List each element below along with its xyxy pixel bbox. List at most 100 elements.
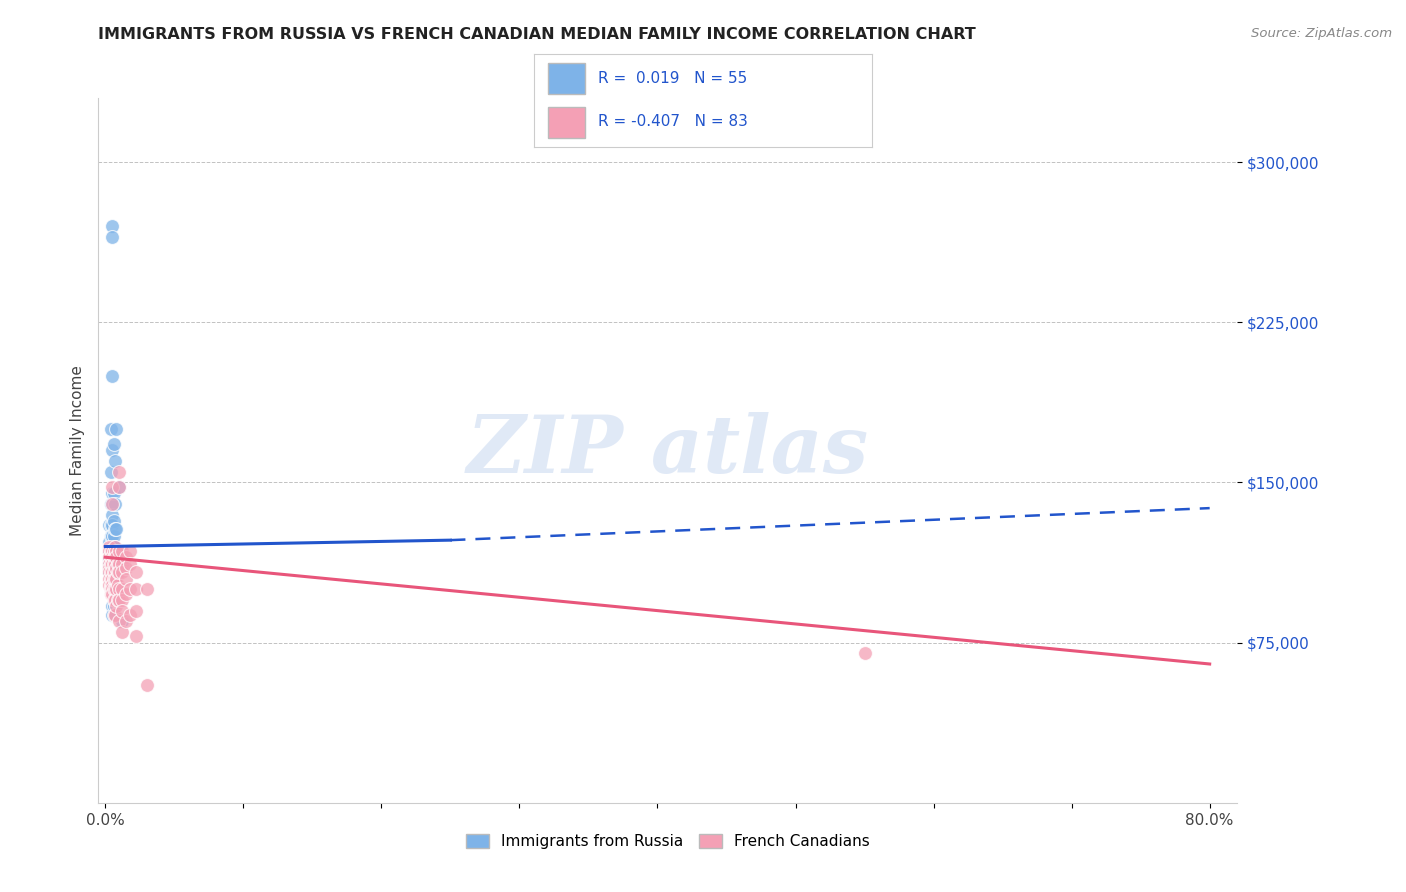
Point [101,557,124,571]
Point [120,544,142,558]
Point [103,572,125,586]
Point [100,565,122,579]
Point [125,604,148,618]
Point [98,561,121,575]
Point [100,572,122,586]
Point [101,540,124,554]
Point [107,593,129,607]
Point [101,586,124,600]
Point [101,529,124,543]
Point [105,422,128,436]
Point [98,557,121,571]
Point [125,582,148,597]
FancyBboxPatch shape [548,107,585,138]
Point [104,565,127,579]
Point [101,565,124,579]
Point [108,565,131,579]
Point [108,557,131,571]
Point [111,593,134,607]
Point [120,607,142,622]
Point [111,557,134,571]
Point [125,629,148,643]
Point [115,615,138,629]
Point [101,578,124,592]
Point [115,550,138,565]
Point [100,540,122,554]
Point [101,544,124,558]
Point [100,518,122,533]
Point [100,544,122,558]
Point [100,557,122,571]
Point [101,508,124,522]
Point [103,540,125,554]
Point [103,550,125,565]
Point [111,565,134,579]
Point [101,486,124,500]
Point [100,557,122,571]
Point [108,480,131,494]
Point [98,557,121,571]
Point [101,443,124,458]
Point [100,422,122,436]
Point [101,582,124,597]
Point [115,586,138,600]
Point [98,561,121,575]
Point [103,599,125,614]
Point [120,557,142,571]
Point [105,544,128,558]
Point [135,678,157,692]
Point [101,497,124,511]
Point [100,497,122,511]
Point [104,497,127,511]
Point [115,561,138,575]
Point [107,565,129,579]
Legend: Immigrants from Russia, French Canadians: Immigrants from Russia, French Canadians [460,828,876,855]
Point [104,593,127,607]
Point [100,582,122,597]
Point [104,454,127,468]
Point [101,572,124,586]
Point [107,557,129,571]
Point [105,561,128,575]
Point [104,540,127,554]
Point [103,437,125,451]
Point [98,565,121,579]
Point [100,586,122,600]
Point [98,540,121,554]
Point [100,582,122,597]
Point [853,646,876,660]
Point [98,552,121,566]
Point [103,565,125,579]
Point [104,557,127,571]
Point [105,544,128,558]
Point [98,544,121,558]
Point [101,607,124,622]
Point [105,572,128,586]
Point [120,582,142,597]
Point [101,230,124,244]
Point [104,550,127,565]
Point [104,572,127,586]
Point [98,518,121,533]
Point [101,599,124,614]
Point [104,550,127,565]
Point [100,465,122,479]
Point [100,565,122,579]
Point [103,486,125,500]
Point [98,578,121,592]
Point [103,529,125,543]
Point [111,604,134,618]
Point [101,219,124,234]
Point [103,557,125,571]
Point [98,550,121,565]
Point [111,582,134,597]
Point [104,572,127,586]
Point [105,550,128,565]
Point [100,578,122,592]
Y-axis label: Median Family Income: Median Family Income [69,365,84,536]
Point [98,572,121,586]
Point [104,607,127,622]
Point [135,582,157,597]
Point [98,544,121,558]
Point [125,565,148,579]
